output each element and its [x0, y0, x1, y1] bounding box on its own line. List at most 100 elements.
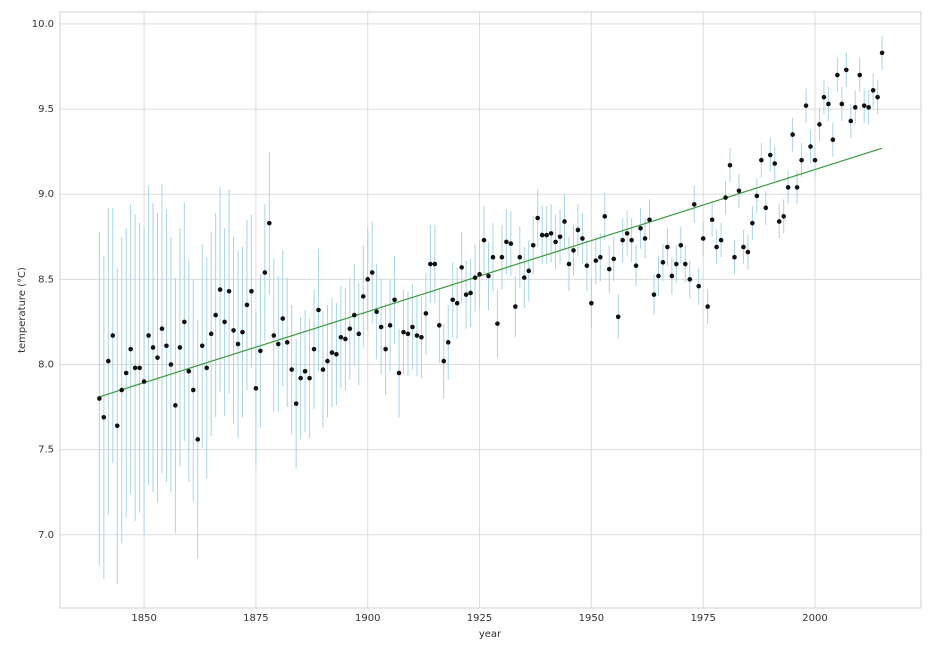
data-point: [723, 195, 728, 200]
x-tick-label: 1875: [243, 613, 268, 624]
data-point: [727, 162, 733, 168]
data-point: [691, 202, 697, 207]
data-point: [414, 333, 420, 338]
data-point: [848, 118, 854, 124]
data-point: [271, 333, 277, 338]
data-point: [432, 261, 438, 267]
data-point: [472, 275, 478, 280]
data-point: [495, 321, 500, 326]
data-point: [338, 334, 344, 340]
data-point: [208, 331, 214, 337]
data-point: [445, 340, 451, 345]
data-point: [866, 105, 871, 110]
data-point: [571, 248, 576, 253]
data-point: [861, 103, 867, 108]
data-point: [401, 329, 406, 335]
data-point: [352, 312, 357, 318]
data-point: [182, 319, 187, 325]
data-point: [222, 319, 227, 325]
data-point: [696, 283, 702, 289]
data-point: [700, 236, 706, 241]
data-point: [101, 414, 107, 420]
data-point: [633, 263, 639, 269]
data-point: [441, 358, 447, 364]
data-point: [736, 188, 742, 194]
data-point: [293, 401, 299, 406]
data-point: [821, 94, 827, 100]
data-point: [566, 261, 572, 267]
data-point: [530, 242, 536, 248]
data-point: [97, 396, 102, 401]
y-tick-label: 8.5: [38, 274, 54, 285]
data-point: [258, 348, 263, 354]
data-point: [839, 101, 845, 107]
data-point: [146, 333, 151, 338]
data-point: [705, 304, 710, 309]
data-point: [383, 346, 388, 352]
data-point: [369, 270, 375, 275]
data-point: [150, 345, 156, 350]
data-point: [615, 314, 621, 320]
data-point: [110, 333, 116, 338]
data-point: [334, 351, 339, 357]
data-point: [732, 254, 737, 260]
data-point: [562, 219, 567, 224]
data-point: [794, 185, 800, 190]
data-point: [835, 72, 840, 78]
data-point: [289, 367, 294, 372]
data-point: [620, 237, 625, 243]
data-point: [490, 254, 496, 260]
data-point: [844, 67, 849, 73]
data-point: [759, 157, 764, 163]
data-point: [343, 336, 348, 342]
data-point: [356, 331, 362, 337]
x-tick-label: 1975: [690, 613, 715, 624]
data-point: [173, 403, 178, 408]
data-point: [674, 261, 679, 267]
data-point: [575, 227, 581, 233]
data-point: [240, 329, 245, 335]
data-point: [682, 261, 688, 267]
data-point: [244, 302, 250, 308]
data-point: [249, 288, 254, 294]
data-point: [665, 244, 670, 250]
x-axis-label: year: [479, 629, 502, 640]
data-point: [436, 323, 442, 328]
data-point: [535, 215, 540, 221]
data-point: [513, 304, 518, 309]
data-point: [718, 237, 724, 243]
data-point: [790, 132, 795, 137]
data-point: [803, 103, 809, 108]
data-point: [754, 193, 760, 199]
data-point: [284, 340, 290, 345]
data-point: [325, 358, 330, 364]
trend-line: [99, 147, 883, 398]
data-point: [709, 217, 715, 223]
data-point: [365, 277, 371, 282]
data-point: [785, 185, 791, 190]
data-point: [329, 350, 335, 355]
data-point: [584, 263, 590, 269]
data-point: [852, 105, 858, 110]
data-point: [669, 273, 675, 279]
x-tick-label: 2000: [802, 613, 827, 624]
data-point: [477, 271, 482, 277]
data-point: [647, 217, 652, 223]
data-point: [481, 237, 487, 243]
data-point: [235, 341, 241, 347]
data-point: [347, 326, 353, 332]
data-point: [521, 275, 527, 280]
data-point: [195, 437, 201, 442]
data-point: [750, 220, 755, 226]
data-point: [879, 50, 885, 56]
data-point: [817, 122, 822, 127]
data-point: [123, 370, 129, 376]
data-point: [311, 346, 317, 352]
data-point: [642, 236, 648, 241]
data-point: [463, 292, 469, 297]
data-point: [267, 220, 272, 226]
data-point: [423, 311, 429, 316]
data-point: [419, 334, 424, 340]
data-point: [763, 205, 769, 211]
data-point: [320, 367, 326, 372]
